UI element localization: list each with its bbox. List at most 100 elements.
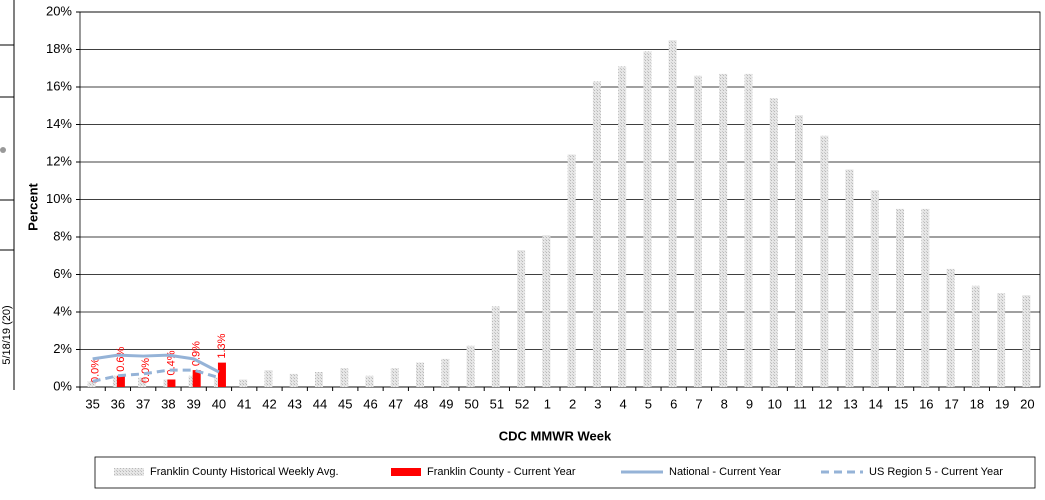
bar	[567, 154, 576, 387]
side-label: 5/18/19 (20)	[1, 305, 13, 364]
x-tick-label: 14	[869, 396, 883, 411]
x-tick-label: 37	[136, 396, 150, 411]
legend-label: US Region 5 - Current Year	[869, 466, 1003, 478]
bar	[997, 293, 1006, 387]
bar	[870, 190, 879, 387]
bar	[217, 362, 226, 387]
x-tick-label: 3	[594, 396, 601, 411]
x-tick-label: 45	[338, 396, 352, 411]
legend-box	[94, 456, 1036, 489]
bar	[239, 379, 248, 387]
y-tick-label: 14%	[46, 116, 72, 131]
x-tick-label: 52	[515, 396, 529, 411]
x-tick-label: 20	[1020, 396, 1034, 411]
y-tick-label: 20%	[46, 3, 72, 18]
x-tick-label: 18	[970, 396, 984, 411]
legend-label: National - Current Year	[669, 466, 781, 478]
x-tick-label: 7	[695, 396, 702, 411]
x-tick-label: 35	[85, 396, 99, 411]
y-tick-label: 12%	[46, 153, 72, 168]
x-tick-label: 17	[944, 396, 958, 411]
bar	[517, 250, 526, 387]
x-tick-label: 11	[793, 396, 807, 411]
y-tick-label: 4%	[53, 303, 72, 318]
bar	[719, 73, 728, 387]
y-tick-label: 10%	[46, 191, 72, 206]
x-tick-label: 46	[363, 396, 377, 411]
bar	[116, 375, 125, 387]
x-tick-label: 4	[620, 396, 627, 411]
bar	[491, 306, 500, 387]
bar	[264, 370, 273, 387]
x-tick-label: 2	[569, 396, 576, 411]
bar	[946, 268, 955, 387]
x-axis-title: CDC MMWR Week	[499, 428, 612, 443]
bar	[795, 115, 803, 387]
bar	[192, 370, 201, 387]
bar	[289, 373, 298, 387]
bar	[340, 368, 349, 387]
legend-label: Franklin County - Current Year	[427, 466, 576, 478]
x-tick-label: 47	[389, 396, 403, 411]
bar	[845, 169, 854, 387]
x-tick-label: 12	[818, 396, 832, 411]
legend-swatch	[114, 468, 144, 476]
bar	[441, 358, 450, 387]
bar	[971, 285, 980, 387]
x-tick-label: 9	[746, 396, 753, 411]
value-label: 1.3%	[216, 333, 228, 358]
x-tick-label: 16	[919, 396, 933, 411]
x-tick-label: 39	[186, 396, 200, 411]
value-label: 0.6%	[115, 346, 127, 371]
bar	[668, 40, 677, 387]
bar	[592, 81, 601, 387]
x-tick-label: 41	[237, 396, 251, 411]
side-panel: 5/18/19 (20)	[0, 0, 15, 390]
y-tick-label: 0%	[53, 378, 72, 393]
legend-swatch	[391, 468, 421, 476]
x-tick-label: 13	[843, 396, 857, 411]
bar	[365, 375, 374, 387]
bar	[466, 345, 475, 387]
bar	[643, 51, 652, 387]
bar	[618, 66, 627, 387]
x-tick-label: 8	[721, 396, 728, 411]
y-tick-label: 16%	[46, 78, 72, 93]
y-tick-label: 18%	[46, 41, 72, 56]
x-tick-label: 10	[768, 396, 782, 411]
x-tick-label: 43	[288, 396, 302, 411]
y-tick-label: 2%	[53, 341, 72, 356]
y-axis-title: Percent	[25, 182, 40, 230]
bar	[820, 135, 829, 387]
y-tick-label: 6%	[53, 266, 72, 281]
value-label: 0.0%	[140, 358, 152, 383]
line	[92, 353, 220, 374]
bar	[744, 73, 753, 387]
bar	[390, 368, 399, 387]
x-tick-label: 38	[161, 396, 175, 411]
bar	[1022, 295, 1031, 387]
line	[92, 368, 220, 383]
y-tick-label: 8%	[53, 228, 72, 243]
x-tick-label: 40	[212, 396, 226, 411]
x-tick-label: 42	[262, 396, 276, 411]
value-label: 0.0%	[90, 358, 102, 383]
x-tick-label: 1	[544, 396, 551, 411]
bar	[921, 208, 930, 387]
bar	[87, 381, 96, 387]
x-tick-label: 44	[313, 396, 327, 411]
legend-label: Franklin County Historical Weekly Avg.	[150, 466, 339, 478]
x-tick-label: 6	[670, 396, 677, 411]
x-tick-label: 49	[439, 396, 453, 411]
bar	[167, 379, 176, 387]
bar	[542, 235, 551, 387]
x-tick-label: 19	[995, 396, 1009, 411]
x-tick-label: 15	[894, 396, 908, 411]
x-tick-label: 51	[490, 396, 504, 411]
bar	[896, 208, 905, 387]
x-tick-label: 36	[111, 396, 125, 411]
x-tick-label: 5	[645, 396, 652, 411]
bar	[769, 98, 778, 387]
bar	[693, 75, 702, 387]
